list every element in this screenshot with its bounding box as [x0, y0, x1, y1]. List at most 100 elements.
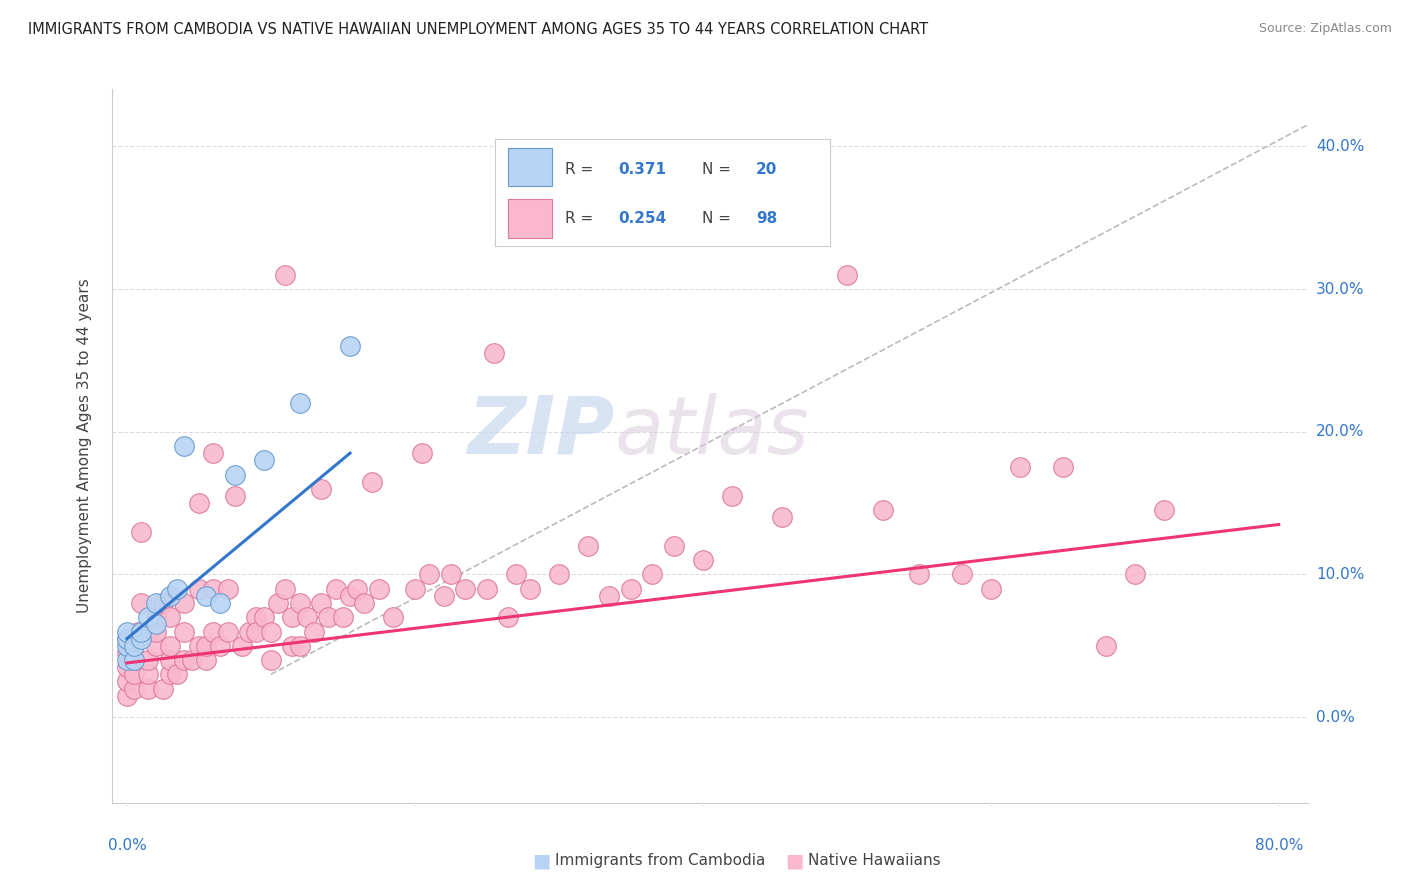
- Point: [519, 582, 541, 596]
- Point: [217, 582, 239, 596]
- Text: IMMIGRANTS FROM CAMBODIA VS NATIVE HAWAIIAN UNEMPLOYMENT AMONG AGES 35 TO 44 YEA: IMMIGRANTS FROM CAMBODIA VS NATIVE HAWAI…: [28, 22, 928, 37]
- Point: [454, 582, 477, 596]
- Point: [145, 624, 167, 639]
- Point: [122, 653, 145, 667]
- Point: [127, 624, 149, 639]
- Point: [309, 482, 332, 496]
- Point: [209, 639, 232, 653]
- Point: [129, 524, 152, 539]
- Text: Immigrants from Cambodia: Immigrants from Cambodia: [555, 854, 766, 868]
- Text: 20: 20: [756, 161, 778, 177]
- Point: [433, 589, 456, 603]
- Point: [115, 674, 138, 689]
- Point: [238, 624, 260, 639]
- Point: [1008, 460, 1031, 475]
- Point: [224, 467, 246, 482]
- Text: Source: ZipAtlas.com: Source: ZipAtlas.com: [1258, 22, 1392, 36]
- Point: [115, 653, 138, 667]
- Point: [145, 617, 167, 632]
- Point: [576, 539, 599, 553]
- Point: [195, 589, 218, 603]
- Point: [1095, 639, 1118, 653]
- Point: [195, 653, 218, 667]
- Point: [662, 539, 685, 553]
- Point: [202, 582, 225, 596]
- Text: 20.0%: 20.0%: [1316, 425, 1364, 439]
- Point: [115, 646, 138, 660]
- Text: 0.254: 0.254: [619, 211, 666, 226]
- Point: [245, 610, 267, 624]
- Point: [115, 660, 138, 674]
- Point: [115, 639, 138, 653]
- Point: [187, 582, 209, 596]
- Point: [129, 596, 152, 610]
- Point: [187, 639, 209, 653]
- Point: [138, 681, 160, 696]
- Point: [173, 653, 195, 667]
- Text: ■: ■: [785, 851, 804, 871]
- Point: [281, 610, 304, 624]
- Text: ■: ■: [531, 851, 551, 871]
- Text: 10.0%: 10.0%: [1316, 567, 1364, 582]
- Point: [260, 624, 283, 639]
- Point: [482, 346, 505, 360]
- Point: [115, 632, 138, 646]
- Point: [274, 582, 297, 596]
- Point: [907, 567, 929, 582]
- Point: [302, 624, 325, 639]
- Text: R =: R =: [565, 161, 599, 177]
- Point: [209, 596, 232, 610]
- Point: [260, 653, 283, 667]
- Text: 80.0%: 80.0%: [1254, 838, 1303, 854]
- Point: [245, 624, 267, 639]
- Point: [253, 610, 276, 624]
- Point: [173, 596, 195, 610]
- Point: [1123, 567, 1146, 582]
- Point: [145, 639, 167, 653]
- Point: [138, 667, 160, 681]
- Point: [980, 582, 1002, 596]
- Point: [547, 567, 569, 582]
- Point: [872, 503, 894, 517]
- Point: [166, 667, 188, 681]
- Point: [440, 567, 463, 582]
- Point: [1153, 503, 1175, 517]
- Point: [325, 582, 347, 596]
- Point: [288, 639, 311, 653]
- Point: [115, 632, 138, 646]
- Point: [159, 589, 181, 603]
- Point: [720, 489, 742, 503]
- Point: [382, 610, 405, 624]
- Point: [281, 639, 304, 653]
- Point: [122, 653, 145, 667]
- Point: [620, 582, 643, 596]
- Point: [505, 567, 527, 582]
- Point: [129, 632, 152, 646]
- Point: [267, 596, 290, 610]
- Point: [253, 453, 276, 467]
- Point: [404, 582, 426, 596]
- Point: [159, 667, 181, 681]
- Text: ZIP: ZIP: [467, 392, 614, 471]
- Point: [152, 681, 174, 696]
- Point: [353, 596, 375, 610]
- Point: [166, 582, 188, 596]
- Point: [138, 653, 160, 667]
- Point: [770, 510, 793, 524]
- Point: [152, 596, 174, 610]
- Point: [187, 496, 209, 510]
- Point: [224, 489, 246, 503]
- Point: [231, 639, 253, 653]
- Point: [217, 624, 239, 639]
- Point: [288, 396, 311, 410]
- Text: N =: N =: [703, 211, 737, 226]
- Text: 30.0%: 30.0%: [1316, 282, 1364, 296]
- Point: [195, 639, 218, 653]
- Point: [411, 446, 433, 460]
- Bar: [509, 148, 551, 186]
- Text: 98: 98: [756, 211, 778, 226]
- Point: [950, 567, 973, 582]
- Point: [145, 596, 167, 610]
- Point: [180, 653, 202, 667]
- Text: 0.0%: 0.0%: [107, 838, 146, 854]
